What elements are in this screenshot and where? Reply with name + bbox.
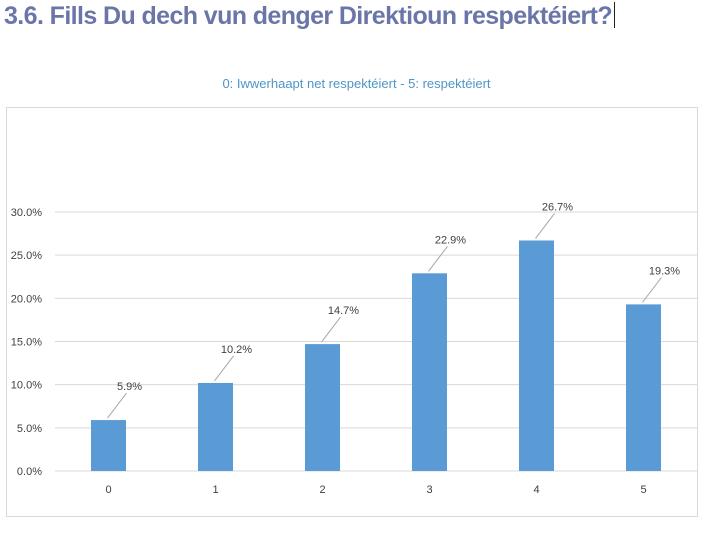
y-tick-label: 30.0% — [11, 207, 42, 219]
x-tick-label: 4 — [533, 484, 539, 496]
data-label: 26.7% — [542, 201, 573, 213]
chart-gridlines — [55, 211, 697, 472]
bar-4 — [519, 240, 554, 471]
x-tick-label: 3 — [426, 484, 432, 496]
page-heading-text: 3.6. Fills Du dech vun denger Direktioun… — [4, 2, 613, 30]
bar-2 — [305, 344, 340, 471]
x-tick-label: 5 — [640, 484, 646, 496]
x-tick-label: 2 — [319, 484, 325, 496]
page-heading: 3.6. Fills Du dech vun denger Direktioun… — [4, 2, 616, 31]
leader-line — [535, 213, 555, 239]
bar-3 — [412, 273, 447, 471]
chart-y-axis: 0.0% 5.0% 10.0% 15.0% 20.0% 25.0% 30.0% — [11, 207, 42, 478]
leader-line — [214, 355, 234, 382]
leader-line — [642, 277, 662, 303]
y-tick-label: 25.0% — [11, 250, 42, 262]
chart-bars — [91, 240, 661, 471]
y-tick-label: 0.0% — [17, 466, 42, 478]
data-label: 10.2% — [221, 344, 252, 356]
chart-title: 0: Iwwerhaapt net respektéiert - 5: resp… — [222, 76, 491, 91]
chart-x-axis: 0 1 2 3 4 5 — [105, 484, 646, 496]
data-label: 14.7% — [328, 305, 359, 317]
x-tick-label: 0 — [105, 484, 111, 496]
x-tick-label: 1 — [212, 484, 218, 496]
bar-1 — [198, 382, 233, 471]
chart-data-labels: 5.9% 10.2% 14.7% 22.9% 26.7% 19.3% — [117, 201, 680, 393]
text-cursor — [614, 2, 616, 28]
y-tick-label: 15.0% — [11, 337, 42, 349]
bar-0 — [91, 420, 126, 471]
leader-line — [428, 245, 448, 272]
data-label: 19.3% — [649, 265, 680, 277]
y-tick-label: 5.0% — [17, 423, 42, 435]
chart-frame — [6, 107, 698, 517]
leader-line — [321, 316, 341, 343]
data-label: 22.9% — [435, 234, 466, 246]
data-label: 5.9% — [117, 381, 142, 393]
chart-leader-lines — [107, 213, 662, 419]
bar-5 — [626, 304, 661, 471]
leader-line — [107, 392, 127, 419]
y-tick-label: 20.0% — [11, 293, 42, 305]
y-tick-label: 10.0% — [11, 380, 42, 392]
